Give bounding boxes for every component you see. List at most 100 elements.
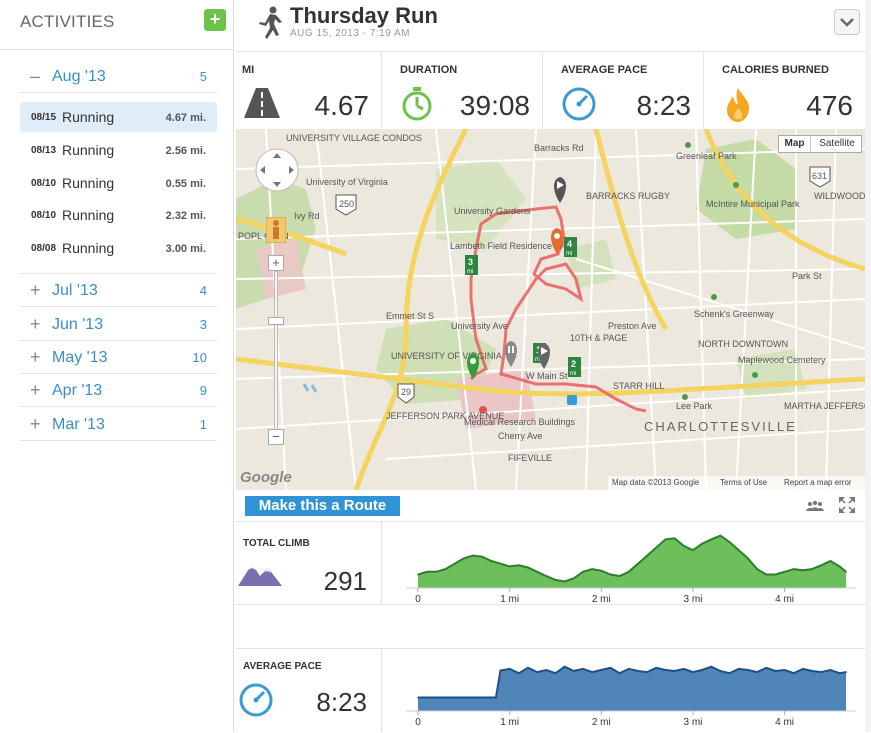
map-type-map-button[interactable]: Map bbox=[779, 136, 811, 152]
activity-distance: 2.56 mi. bbox=[165, 145, 206, 157]
make-route-button[interactable]: Make this a Route bbox=[245, 496, 400, 516]
expand-icon[interactable]: + bbox=[30, 314, 41, 334]
terms-link[interactable]: Terms of Use bbox=[720, 478, 768, 487]
mile-marker-2[interactable]: 2 mi bbox=[568, 357, 581, 377]
map-label: Cherry Ave bbox=[498, 431, 542, 441]
chart-point bbox=[655, 546, 658, 549]
route-map[interactable]: 250 29 631 UNIVERSITY VILLAGE CONDOS Uni… bbox=[236, 129, 865, 490]
stat-value: 4.67 bbox=[314, 90, 370, 121]
map-label: 10TH & PAGE bbox=[570, 333, 627, 343]
expand-icon[interactable]: + bbox=[30, 280, 41, 300]
month-group-apr[interactable]: + Apr '13 9 bbox=[20, 374, 217, 407]
stat-duration: DURATION 39:08 bbox=[382, 52, 543, 129]
end-pin-icon[interactable] bbox=[551, 228, 563, 254]
chart-point bbox=[609, 667, 612, 669]
month-label[interactable]: Jul '13 bbox=[52, 282, 98, 299]
play-pin-icon[interactable] bbox=[554, 177, 566, 203]
chart-point bbox=[811, 568, 813, 570]
activity-row[interactable]: 08/08 Running 3.00 mi. bbox=[20, 233, 217, 263]
month-group-jun[interactable]: + Jun '13 3 bbox=[20, 308, 217, 341]
month-group-may[interactable]: + May '13 10 bbox=[20, 341, 217, 374]
chart-point bbox=[683, 668, 685, 670]
climb-label: TOTAL CLIMB bbox=[243, 538, 310, 549]
chart-point bbox=[756, 568, 758, 570]
map-label: Ivy Rd bbox=[294, 211, 320, 221]
stat-calories: CALORIES BURNED 476 bbox=[704, 52, 865, 129]
scrollbar[interactable] bbox=[865, 0, 871, 732]
map-label: Maplewood Cemetery bbox=[738, 355, 826, 365]
pan-control[interactable] bbox=[254, 147, 300, 193]
expand-icon[interactable]: + bbox=[30, 414, 41, 434]
chart-point bbox=[554, 579, 557, 581]
resume-pin-icon[interactable] bbox=[538, 343, 550, 369]
chart-point bbox=[845, 671, 847, 673]
chart-point bbox=[710, 538, 713, 541]
group-icon[interactable] bbox=[806, 500, 824, 512]
google-logo[interactable]: Google bbox=[240, 469, 292, 486]
route-shield-label: 631 bbox=[812, 171, 827, 181]
chart-point bbox=[747, 557, 749, 560]
month-label[interactable]: Aug '13 bbox=[52, 68, 106, 85]
chart-point bbox=[802, 569, 804, 571]
mile-marker-unit: mi bbox=[467, 269, 473, 275]
chart-point bbox=[554, 672, 557, 674]
chart-tick-label: 1 mi bbox=[500, 717, 519, 728]
activity-date: 08/08 bbox=[31, 243, 57, 254]
chart-point bbox=[747, 669, 749, 671]
start-pin-icon[interactable] bbox=[467, 353, 479, 379]
chart-tick-label: 0 bbox=[415, 717, 421, 728]
chart-area bbox=[418, 666, 846, 711]
pace-chart[interactable]: 0 1 mi 2 mi 3 mi 4 mi bbox=[406, 649, 856, 733]
chart-point bbox=[518, 672, 520, 674]
climb-chart[interactable]: 0 1 mi 2 mi 3 mi 4 mi bbox=[406, 522, 856, 606]
map-attribution-bar: Map data ©2013 Google Terms of Use Repor… bbox=[608, 476, 865, 490]
zoom-in-button[interactable]: + bbox=[268, 255, 284, 271]
mile-marker-3[interactable]: 3 mi bbox=[465, 255, 478, 275]
chart-point bbox=[536, 671, 538, 673]
pause-pin-icon[interactable] bbox=[505, 341, 517, 367]
fullscreen-icon[interactable] bbox=[838, 496, 856, 514]
chart-point bbox=[508, 668, 511, 670]
map-label: NORTH DOWNTOWN bbox=[698, 339, 788, 349]
map-park bbox=[436, 159, 526, 249]
month-label[interactable]: May '13 bbox=[52, 349, 108, 366]
expand-icon[interactable]: + bbox=[30, 347, 41, 367]
mile-marker-4[interactable]: 4 mi bbox=[564, 237, 577, 257]
zoom-slider-handle[interactable] bbox=[268, 317, 284, 325]
report-error-link[interactable]: Report a map error bbox=[784, 478, 852, 487]
chart-point bbox=[426, 696, 428, 699]
month-label[interactable]: Jun '13 bbox=[52, 316, 104, 333]
activity-row[interactable]: 08/13 Running 2.56 mi. bbox=[20, 135, 217, 165]
collapse-icon[interactable]: – bbox=[30, 66, 41, 86]
street-view-pegman-icon[interactable] bbox=[266, 217, 286, 243]
activity-row[interactable]: 08/10 Running 2.32 mi. bbox=[20, 200, 217, 230]
month-count: 3 bbox=[199, 317, 207, 332]
map-type-satellite-button[interactable]: Satellite bbox=[819, 138, 855, 149]
month-count: 1 bbox=[199, 417, 207, 432]
chart-point bbox=[719, 670, 722, 672]
chart-point bbox=[563, 665, 566, 668]
month-group-aug[interactable]: – Aug '13 5 bbox=[20, 60, 217, 93]
zoom-out-button[interactable]: − bbox=[268, 429, 284, 445]
park-marker-icon bbox=[685, 142, 691, 148]
zoom-slider-track[interactable] bbox=[274, 271, 278, 431]
activity-row[interactable]: 08/10 Running 0.55 mi. bbox=[20, 168, 217, 198]
month-label[interactable]: Mar '13 bbox=[52, 416, 105, 433]
month-label[interactable]: Apr '13 bbox=[52, 382, 103, 399]
chart-point bbox=[417, 696, 419, 699]
activity-row[interactable]: 08/15 Running 4.67 mi. bbox=[20, 102, 217, 132]
expand-icon[interactable]: + bbox=[30, 380, 41, 400]
chart-tick-label: 0 bbox=[415, 594, 421, 605]
month-group-mar[interactable]: + Mar '13 1 bbox=[20, 408, 217, 441]
map-attribution: Map data ©2013 Google bbox=[612, 478, 700, 487]
month-group-jul[interactable]: + Jul '13 4 bbox=[20, 274, 217, 307]
chart-area bbox=[418, 535, 846, 588]
month-count: 9 bbox=[199, 383, 207, 398]
activity-distance: 2.32 mi. bbox=[165, 210, 206, 222]
chart-point bbox=[463, 696, 465, 699]
options-dropdown-button[interactable] bbox=[834, 9, 860, 35]
pace-value: 8:23 bbox=[316, 687, 367, 717]
chart-point bbox=[701, 542, 703, 545]
chart-point bbox=[417, 573, 419, 576]
add-activity-button[interactable]: + bbox=[204, 9, 226, 31]
